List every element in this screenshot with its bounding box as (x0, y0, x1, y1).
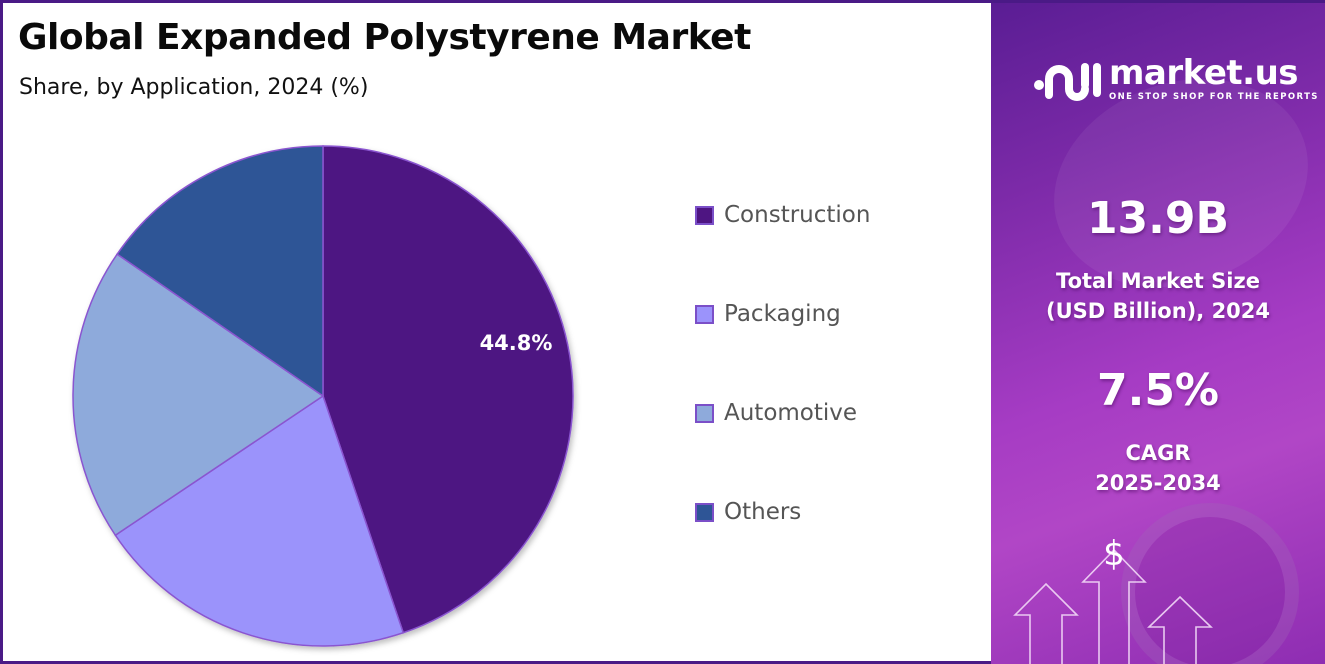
legend-label-construction: Construction (724, 202, 871, 228)
pie-slice-automotive (72, 253, 325, 537)
brand-logo: market.us ONE STOP SHOP FOR THE REPORTS (1031, 55, 1319, 103)
slice-label-construction: 44.8% (480, 331, 553, 355)
pie-slice-packaging (114, 394, 405, 647)
legend-swatch-automotive (695, 403, 714, 423)
legend-item-construction: Construction (695, 202, 870, 228)
legend-swatch-others (695, 502, 714, 522)
legend-swatch-packaging (695, 304, 714, 324)
market-size-label-line2: (USD Billion), 2024 (1045, 299, 1271, 323)
pie-slice-others (116, 145, 324, 398)
cagr-label: CAGR (1125, 441, 1191, 465)
growth-arrows-icon: $ (1013, 534, 1213, 664)
summary-panel: market.us ONE STOP SHOP FOR THE REPORTS … (991, 3, 1325, 664)
chart-subtitle: Share, by Application, 2024 (%) (19, 75, 369, 100)
legend-item-others: Others (695, 499, 801, 525)
legend-item-automotive: Automotive (695, 400, 857, 426)
brand-tagline: ONE STOP SHOP FOR THE REPORTS (1109, 92, 1319, 102)
chart-title: Global Expanded Polystyrene Market (18, 17, 751, 58)
market-us-logo-icon (1034, 63, 1101, 101)
dollar-icon: $ (1103, 534, 1125, 574)
cagr-value: 7.5% (1096, 365, 1220, 416)
pie-chart: 44.8% (72, 145, 574, 647)
pie-slice-construction (322, 145, 574, 634)
legend-label-others: Others (724, 499, 802, 525)
legend-label-automotive: Automotive (724, 400, 858, 426)
market-size-value: 13.9B (1086, 193, 1230, 244)
market-size-label-line1: Total Market Size (1056, 269, 1260, 293)
chart-panel: Global Expanded Polystyrene Market Share… (3, 3, 988, 661)
legend-swatch-construction (695, 205, 714, 225)
legend-label-packaging: Packaging (724, 301, 841, 327)
legend-item-packaging: Packaging (695, 301, 841, 327)
brand-name: market.us (1109, 53, 1299, 93)
cagr-period: 2025-2034 (1095, 471, 1221, 495)
